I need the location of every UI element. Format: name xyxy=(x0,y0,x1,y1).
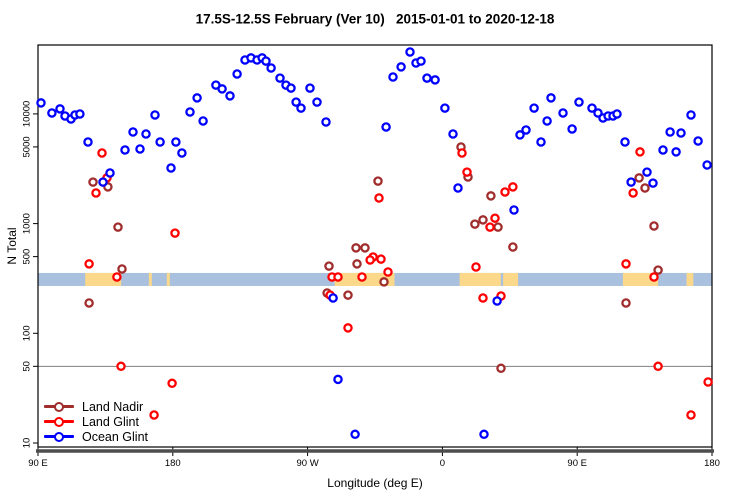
svg-text:0: 0 xyxy=(440,458,445,469)
svg-text:90 W: 90 W xyxy=(297,458,319,469)
svg-text:5000: 5000 xyxy=(22,136,33,157)
svg-text:10000: 10000 xyxy=(22,101,33,127)
svg-text:90 E: 90 E xyxy=(28,458,48,469)
svg-text:50: 50 xyxy=(22,361,33,372)
legend-label: Ocean Glint xyxy=(82,429,149,444)
plot-frame xyxy=(37,44,713,448)
series-ocean-glint xyxy=(36,47,712,440)
svg-text:180: 180 xyxy=(704,458,720,469)
svg-text:10: 10 xyxy=(22,438,33,449)
svg-text:500: 500 xyxy=(22,249,33,265)
land-ocean-strip xyxy=(38,272,712,286)
axis-ticks: 10 50 100 500 1000 5000 10000 90 E 180 90 W 0 90 E 1… xyxy=(22,101,720,469)
y-axis-label: N Total xyxy=(5,227,19,265)
legend: Land Nadir Land Glint Ocean Glint xyxy=(44,399,148,444)
land-glint-symbol xyxy=(44,416,74,428)
svg-text:90 E: 90 E xyxy=(567,458,587,469)
land-nadir-symbol xyxy=(44,401,74,413)
svg-text:100: 100 xyxy=(22,325,33,341)
legend-item-land-glint: Land Glint xyxy=(44,414,148,429)
x-axis-label: Longitude (deg E) xyxy=(327,476,423,490)
svg-text:1000: 1000 xyxy=(22,213,33,234)
legend-item-land-nadir: Land Nadir xyxy=(44,399,148,414)
legend-item-ocean-glint: Ocean Glint xyxy=(44,429,148,444)
chart-title: 17.5S-12.5S February (Ver 10) 2015-01-01… xyxy=(195,11,555,27)
series-land-glint xyxy=(84,147,713,420)
svg-text:180: 180 xyxy=(165,458,181,469)
legend-label: Land Glint xyxy=(82,414,139,429)
legend-label: Land Nadir xyxy=(82,399,144,414)
ocean-glint-symbol xyxy=(44,431,74,443)
